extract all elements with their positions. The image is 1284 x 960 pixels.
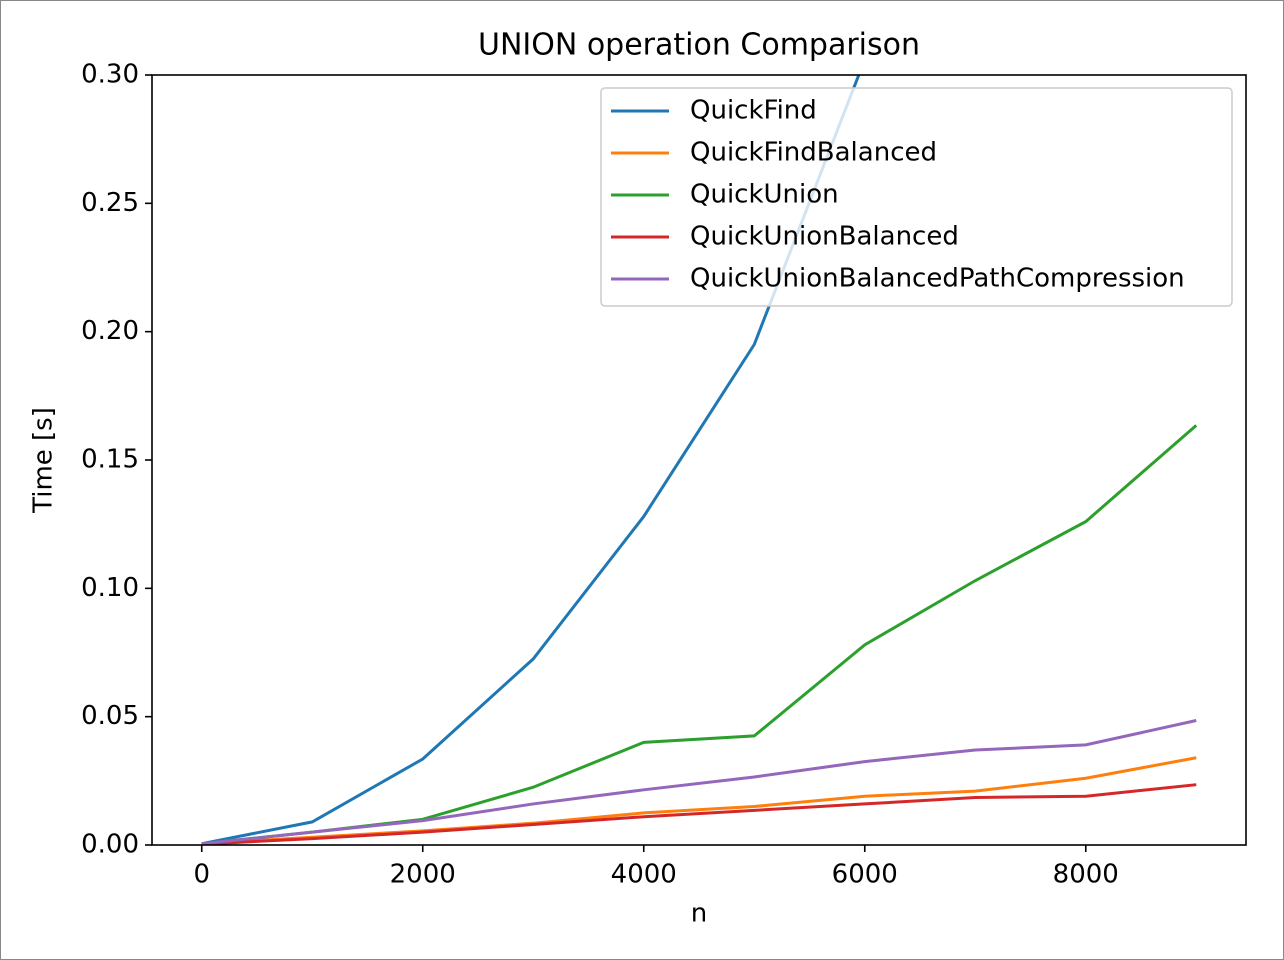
y-tick-label: 0.10 [81,573,139,603]
x-tick-label: 0 [193,860,210,890]
x-tick-label: 4000 [611,860,677,890]
series-line [201,719,1197,845]
y-axis-label: Time [s] [29,407,59,514]
legend-label: QuickFindBalanced [690,138,937,168]
y-tick-label: 0.00 [81,830,139,860]
legend-label: QuickUnion [690,180,839,210]
legend-label: QuickUnionBalancedPathCompression [690,264,1185,294]
y-tick-label: 0.25 [81,188,139,218]
x-axis-label: n [691,899,707,929]
x-tick-label: 6000 [832,860,898,890]
y-tick-label: 0.15 [81,445,139,475]
series-line [201,75,861,845]
series-line [201,783,1197,845]
y-tick-label: 0.20 [81,316,139,346]
y-tick-label: 0.05 [81,701,139,731]
legend-label: QuickFind [690,96,817,126]
plot-lines [201,75,1198,845]
x-tick-label: 2000 [390,860,456,890]
chart-title: UNION operation Comparison [478,28,920,63]
legend-box [600,87,1233,307]
y-tick-label: 0.30 [81,60,139,90]
legend-label: QuickUnionBalanced [690,222,959,252]
x-tick-label: 8000 [1053,860,1119,890]
legend: QuickFind QuickFindBalanced QuickUnion Quic… [600,87,1233,307]
